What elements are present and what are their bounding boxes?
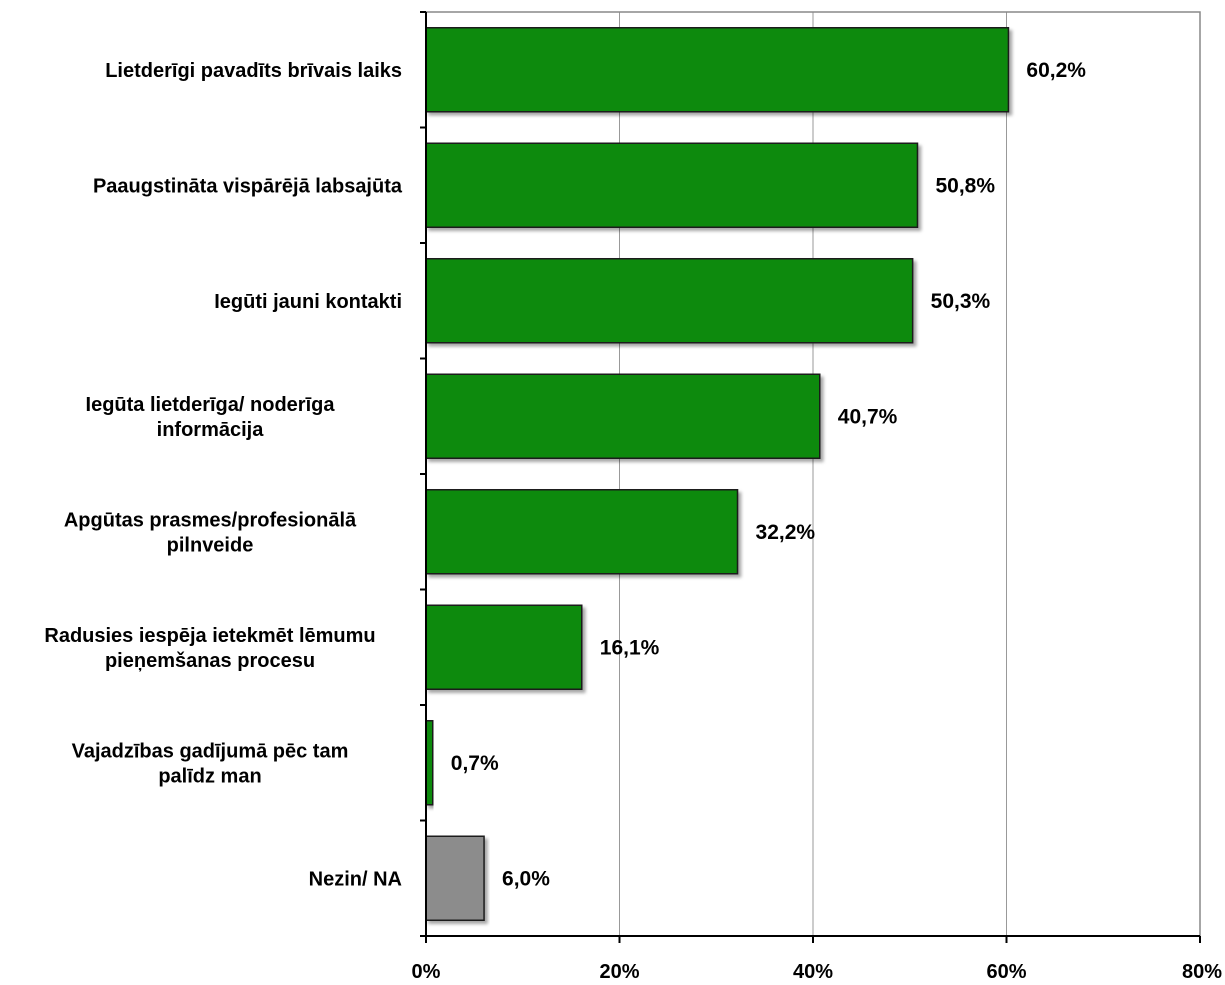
data-label: 60,2% bbox=[1026, 59, 1086, 82]
bar bbox=[425, 27, 1010, 113]
category-label: pieņemšanas procesu bbox=[105, 650, 315, 672]
x-tick-label: 20% bbox=[599, 961, 639, 983]
data-label: 0,7% bbox=[451, 752, 499, 775]
bar bbox=[425, 835, 485, 921]
x-tick-label: 60% bbox=[986, 961, 1026, 983]
category-label: Paaugstināta vispārējā labsajūta bbox=[93, 175, 403, 197]
x-tick-label: 80% bbox=[1182, 961, 1222, 983]
bar bbox=[425, 720, 434, 806]
category-label: Iegūta lietderīga/ noderīga bbox=[86, 394, 336, 416]
bar bbox=[425, 373, 821, 459]
axes bbox=[420, 11, 1201, 943]
category-label: informācija bbox=[157, 419, 265, 441]
labels: 60,2% Lietderīgi pavadīts brīvais laiks 50… bbox=[44, 59, 1222, 983]
x-tick-label: 40% bbox=[793, 961, 833, 983]
data-label: 16,1% bbox=[600, 636, 660, 659]
bars bbox=[425, 27, 1010, 921]
data-label: 50,8% bbox=[935, 174, 995, 197]
category-label: Lietderīgi pavadīts brīvais laiks bbox=[105, 60, 402, 82]
category-label: pilnveide bbox=[167, 534, 254, 556]
data-label: 50,3% bbox=[931, 290, 991, 313]
bar bbox=[425, 604, 583, 690]
category-label: Vajadzības gadījumā pēc tam bbox=[72, 740, 349, 762]
category-label: Iegūti jauni kontakti bbox=[214, 291, 402, 313]
bar bbox=[425, 489, 739, 575]
category-label: Apgūtas prasmes/profesionālā bbox=[64, 509, 357, 531]
bar bbox=[425, 142, 919, 228]
x-tick-label: 0% bbox=[412, 961, 441, 983]
data-label: 32,2% bbox=[756, 521, 816, 544]
bar bbox=[425, 258, 914, 344]
category-label: Nezin/ NA bbox=[309, 868, 402, 890]
data-label: 6,0% bbox=[502, 867, 550, 890]
category-label: Radusies iespēja ietekmēt lēmumu bbox=[44, 625, 375, 647]
category-label: palīdz man bbox=[158, 765, 261, 787]
data-label: 40,7% bbox=[838, 405, 898, 428]
